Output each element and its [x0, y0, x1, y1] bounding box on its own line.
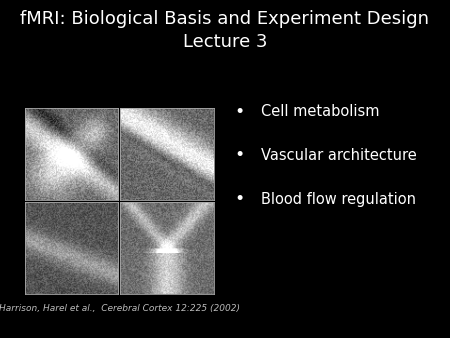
Text: •: • [234, 102, 244, 121]
Text: fMRI: Biological Basis and Experiment Design
Lecture 3: fMRI: Biological Basis and Experiment De… [21, 10, 429, 51]
Text: Harrison, Harel et al.,  Cerebral Cortex 12:225 (2002): Harrison, Harel et al., Cerebral Cortex … [0, 304, 240, 313]
Text: •: • [234, 190, 244, 209]
Text: Cell metabolism: Cell metabolism [261, 104, 379, 119]
Text: Vascular architecture: Vascular architecture [261, 148, 417, 163]
Text: Blood flow regulation: Blood flow regulation [261, 192, 416, 207]
Text: •: • [234, 146, 244, 165]
